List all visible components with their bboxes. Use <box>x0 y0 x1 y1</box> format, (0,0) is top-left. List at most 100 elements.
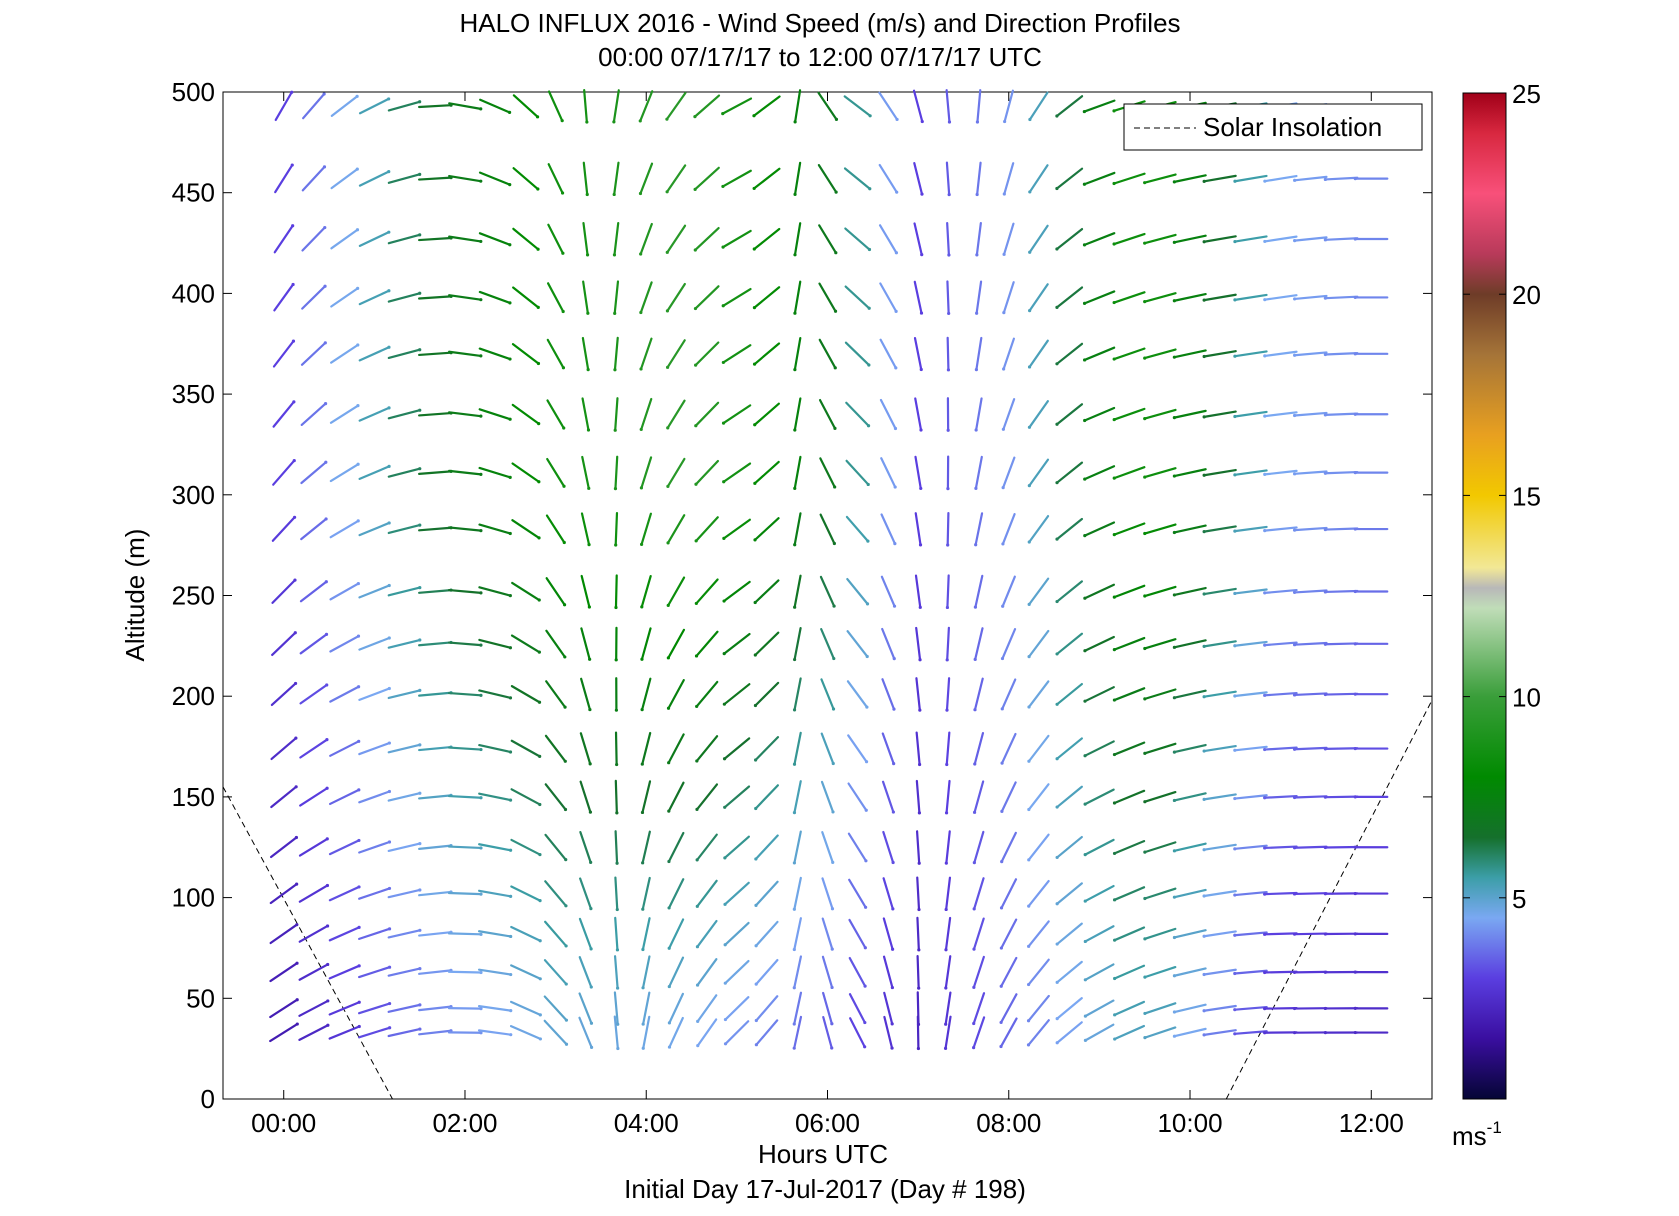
wind-barb-head <box>325 683 329 687</box>
wind-barb-shaft <box>1233 844 1268 850</box>
wind-barb-shaft <box>793 222 802 256</box>
wind-barb <box>1027 458 1050 488</box>
wind-barb <box>329 685 361 703</box>
wind-barb-shaft <box>694 401 720 427</box>
wind-barb-shaft <box>793 830 802 865</box>
wind-barb-head <box>324 460 328 464</box>
wind-barb <box>1172 743 1207 754</box>
wind-barb <box>447 641 483 647</box>
wind-barb-shaft <box>272 340 295 368</box>
wind-barb-shaft <box>1233 691 1268 698</box>
wind-barb-head <box>890 1046 894 1050</box>
wind-barb-head <box>293 578 297 582</box>
wind-barb <box>1292 641 1328 647</box>
wind-barb-head <box>723 805 727 809</box>
wind-barb <box>999 956 1018 988</box>
wind-barb-shaft <box>582 280 589 315</box>
wind-barb-shaft <box>1203 525 1237 533</box>
wind-barb <box>1083 1023 1115 1042</box>
wind-barb <box>299 683 329 705</box>
wind-barb-shaft <box>818 282 837 313</box>
wind-barb <box>477 1029 513 1037</box>
wind-barb <box>793 512 802 547</box>
wind-barb-shaft <box>818 398 837 430</box>
wind-barb-head <box>1292 590 1297 595</box>
wind-barb-head <box>1143 356 1147 360</box>
wind-barb-head <box>695 983 700 987</box>
wind-barb-shaft <box>1203 1004 1237 1012</box>
wind-barb-head <box>615 762 619 767</box>
wind-barb-shaft <box>1143 841 1177 854</box>
wind-barb-head <box>536 247 540 251</box>
wind-barb <box>640 731 652 766</box>
y-axis-label: Altitude (m) <box>120 529 150 662</box>
wind-barb <box>1055 1021 1083 1045</box>
wind-barb-shaft <box>1055 737 1083 760</box>
wind-barb-head <box>666 484 670 488</box>
wind-barb-head <box>563 705 567 709</box>
wind-barb-shaft <box>447 891 483 896</box>
wind-barb <box>1323 642 1359 646</box>
wind-barb-head <box>1172 750 1177 754</box>
wind-barb-shaft <box>845 401 870 427</box>
wind-barb <box>1202 890 1237 898</box>
wind-barb-head <box>1112 698 1117 702</box>
wind-barb <box>882 877 895 911</box>
wind-barb <box>1083 963 1115 982</box>
wind-barb-shaft <box>546 399 565 430</box>
wind-barb <box>358 464 391 480</box>
wind-barb-head <box>1143 241 1147 245</box>
wind-barb-shaft <box>755 959 779 986</box>
wind-barb-shaft <box>973 731 985 766</box>
wind-barb-head <box>1001 427 1005 431</box>
wind-barb-head <box>323 225 327 230</box>
wind-barb <box>665 164 687 194</box>
wind-barb-shaft <box>754 880 779 907</box>
wind-barb-head <box>1055 422 1059 426</box>
wind-barb-head <box>508 750 513 754</box>
wind-barb-shaft <box>916 991 920 1026</box>
wind-barb <box>387 233 422 245</box>
wind-barb <box>1202 640 1237 648</box>
wind-barb-shaft <box>387 233 421 245</box>
wind-barb-head <box>1001 542 1005 546</box>
colorbar-unit-exponent: -1 <box>1487 1118 1502 1137</box>
wind-barb-head <box>508 798 513 802</box>
wind-barb <box>1027 879 1050 908</box>
wind-barb <box>1263 174 1298 183</box>
wind-barb-head <box>944 1022 948 1026</box>
wind-barb-head <box>560 119 564 123</box>
wind-barb-head <box>793 192 797 196</box>
wind-barb-head <box>294 785 298 789</box>
wind-barb <box>330 94 359 117</box>
wind-barb-head <box>508 594 512 598</box>
wind-barb-head <box>1233 644 1237 648</box>
wind-barb-shaft <box>793 336 802 371</box>
wind-barb-shaft <box>1173 468 1207 478</box>
wind-barb-head <box>918 762 922 767</box>
y-tick-label: 150 <box>172 782 215 812</box>
wind-barb <box>912 89 924 124</box>
wind-barb-head <box>1002 367 1006 371</box>
wind-barb-shaft <box>1083 465 1116 481</box>
wind-barb-shaft <box>722 404 752 425</box>
wind-barb-shaft <box>667 831 685 863</box>
wind-barb-shaft <box>330 95 359 117</box>
wind-barb <box>510 634 541 654</box>
wind-barb-shaft <box>582 222 589 256</box>
wind-barb-shaft <box>1203 468 1237 477</box>
wind-barb-shaft <box>298 999 329 1017</box>
wind-barb-shaft <box>418 745 453 752</box>
wind-barb-head <box>1323 296 1327 300</box>
wind-barb-head <box>944 986 948 990</box>
wind-barb <box>358 965 392 979</box>
wind-barb-head <box>295 923 299 927</box>
wind-barb <box>1172 349 1207 359</box>
wind-barb-head <box>1172 474 1176 478</box>
wind-barb-shaft <box>1203 744 1237 753</box>
wind-barb-shaft <box>328 964 361 980</box>
wind-barb <box>1172 792 1207 803</box>
wind-barb-shaft <box>358 289 390 306</box>
wind-barb-head <box>694 424 698 428</box>
wind-barb-head <box>1055 855 1059 860</box>
